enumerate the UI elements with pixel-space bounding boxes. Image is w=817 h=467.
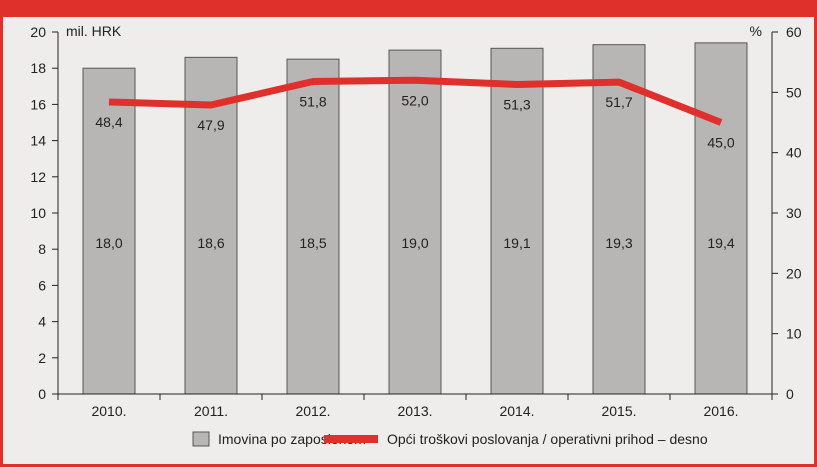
y-tick-label-left: 14 [30,133,46,149]
y-axis-left-label: mil. HRK [66,23,122,39]
y-tick-label-left: 2 [38,350,46,366]
y-tick-label-left: 8 [38,241,46,257]
y-tick-label-right: 40 [786,145,802,161]
x-tick-label: 2010. [91,403,126,419]
y-tick-label-right: 0 [786,386,794,402]
y-tick-label-left: 18 [30,60,46,76]
x-tick-label: 2014. [499,403,534,419]
y-tick-label-right: 50 [786,84,802,100]
x-tick-label: 2013. [397,403,432,419]
y-tick-label-left: 20 [30,24,46,40]
y-tick-label-right: 60 [786,24,802,40]
y-tick-label-right: 20 [786,265,802,281]
line-value-label: 52,0 [401,92,428,108]
x-tick-label: 2015. [601,403,636,419]
bar [592,44,646,395]
line-value-label: 48,4 [95,114,122,130]
y-tick-label-right: 30 [786,205,802,221]
line-value-label: 45,0 [707,135,734,151]
bar [490,47,544,395]
bar-value-label: 19,4 [707,235,734,251]
top-accent-bar [0,0,817,17]
bar-value-label: 19,3 [605,235,632,251]
line-value-label: 51,7 [605,94,632,110]
bar-value-label: 18,5 [299,235,326,251]
x-tick-label: 2016. [703,403,738,419]
x-tick-label: 2012. [295,403,330,419]
y-tick-label-left: 6 [38,277,46,293]
line-value-label: 47,9 [197,117,224,133]
y-tick-label-left: 12 [30,169,46,185]
legend-swatch-line [324,435,378,443]
y-tick-label-left: 16 [30,96,46,112]
y-axis-right-label: % [750,23,762,39]
line-value-label: 51,3 [503,96,530,112]
bar [184,56,238,395]
x-tick-label: 2011. [194,403,228,419]
y-tick-label-left: 10 [30,205,46,221]
bar-value-label: 19,1 [503,235,530,251]
y-tick-label-left: 4 [38,314,46,330]
bar [286,58,340,395]
y-tick-label-left: 0 [38,386,46,402]
line-value-label: 51,8 [299,93,326,109]
bar-value-label: 19,0 [401,235,428,251]
bar [82,67,136,395]
bar-value-label: 18,6 [197,235,224,251]
bar [694,42,748,395]
y-tick-label-right: 10 [786,326,802,342]
legend-swatch-bar [192,431,210,447]
legend-label-line: Opći troškovi poslovanja / operativni pr… [387,431,708,447]
bar-value-label: 18,0 [95,235,122,251]
